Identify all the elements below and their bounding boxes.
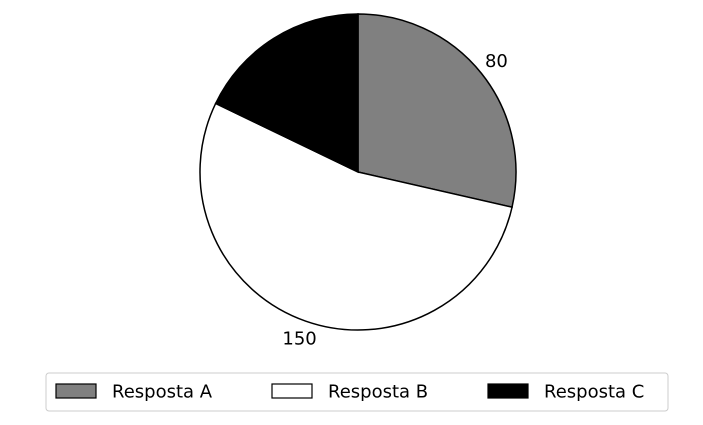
pie-slices (199, 13, 517, 331)
legend-label-resposta-b: Resposta B (328, 382, 428, 403)
legend-swatch-resposta-b (271, 383, 313, 399)
legend-label-resposta-c: Resposta C (544, 382, 644, 403)
pie-slice-resposta-c (214, 13, 359, 174)
legend-swatch-resposta-a (55, 383, 97, 399)
slice-value-label: 80 (485, 51, 508, 72)
pie-slice-resposta-a (357, 13, 517, 209)
legend-swatch-resposta-c (487, 383, 529, 399)
legend: Resposta A Resposta B Resposta C (45, 372, 669, 412)
legend-frame (45, 372, 669, 412)
slice-value-label: 150 (282, 329, 316, 350)
pie-slice-resposta-b (199, 102, 513, 331)
pie-slice-labels: 80 150 (282, 51, 507, 349)
legend-label-resposta-a: Resposta A (112, 382, 213, 403)
